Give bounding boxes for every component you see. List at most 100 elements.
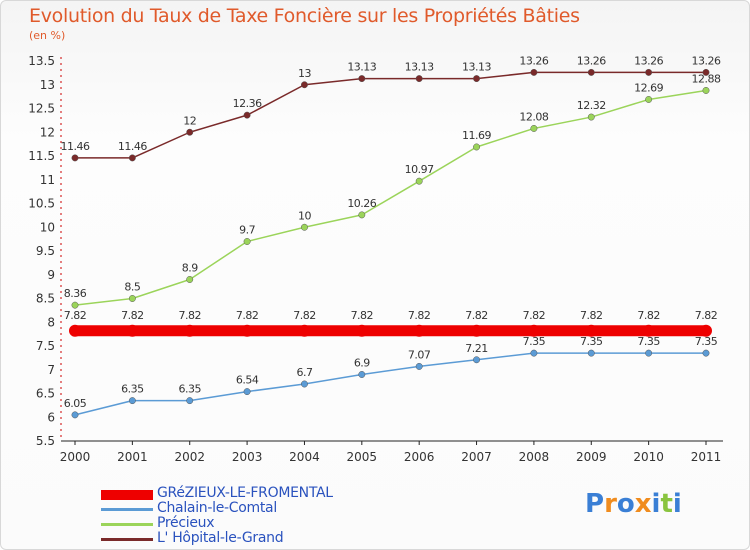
x-tick-label: 2000: [60, 450, 91, 464]
legend-label: Chalain-le-Comtal: [157, 500, 277, 516]
logo-letter: t: [660, 489, 673, 519]
data-point-1: [71, 411, 79, 419]
x-tick-label: 2007: [461, 450, 492, 464]
series-line-2: [74, 89, 707, 306]
data-point-2: [186, 276, 194, 283]
data-label-2: 8.36: [64, 287, 87, 300]
y-tick-label: 13: [40, 78, 55, 92]
data-label-1: 6.7: [296, 366, 312, 379]
data-label-3: 13.13: [347, 61, 376, 74]
data-point-0: [126, 324, 139, 337]
y-tick-label: 7: [47, 363, 55, 377]
data-label-0: 7.82: [293, 309, 316, 322]
data-label-3: 11.46: [61, 140, 90, 153]
data-label-0: 7.82: [408, 309, 431, 322]
logo-letter: x: [634, 489, 652, 519]
data-label-0: 7.82: [465, 309, 488, 322]
series-line-3: [75, 71, 706, 159]
data-point-0: [241, 324, 254, 337]
legend-label: GRéZIEUX-LE-FROMENTAL: [157, 485, 333, 501]
data-label-3: 12.36: [233, 97, 262, 110]
x-tick-label: 2010: [633, 450, 664, 464]
data-label-1: 7.07: [408, 348, 431, 361]
legend-swatch: [101, 523, 153, 526]
data-point-3: [530, 68, 538, 76]
data-label-1: 6.05: [64, 397, 87, 410]
data-label-1: 6.35: [121, 383, 144, 396]
x-tick-label: 2009: [576, 450, 607, 464]
logo-letter: o: [616, 489, 635, 519]
y-tick-label: 12: [40, 125, 55, 139]
y-tick-label: 12.5: [28, 102, 55, 116]
data-point-0: [700, 324, 712, 337]
data-point-2: [243, 238, 251, 245]
data-label-0: 7.82: [523, 309, 546, 322]
y-tick-label: 9: [47, 268, 55, 282]
data-label-1: 6.54: [236, 374, 259, 387]
x-tick-label: 2004: [289, 450, 320, 464]
y-tick-label: 8: [47, 315, 55, 329]
y-tick-label: 7.5: [36, 339, 55, 353]
y-tick-label: 8.5: [36, 292, 55, 306]
data-label-0: 7.82: [637, 309, 660, 322]
x-tick-label: 2005: [347, 450, 378, 464]
data-point-0: [183, 324, 196, 337]
x-tick-label: 2001: [117, 450, 148, 464]
data-label-3: 12: [183, 114, 196, 127]
data-point-0: [413, 324, 426, 337]
x-tick-label: 2008: [519, 450, 550, 464]
data-label-2: 8.5: [124, 281, 140, 294]
data-point-2: [645, 96, 653, 103]
data-label-2: 8.9: [182, 262, 198, 275]
legend-swatch: [101, 508, 153, 511]
data-label-0: 7.82: [580, 309, 603, 322]
data-point-0: [585, 324, 598, 337]
data-label-2: 11.69: [462, 129, 491, 142]
x-tick-label: 2011: [691, 450, 722, 464]
legend-label: Précieux: [157, 515, 215, 531]
data-point-3: [702, 68, 710, 76]
data-label-2: 10.26: [347, 197, 376, 210]
chart-title: Evolution du Taux de Taxe Foncière sur l…: [29, 5, 580, 27]
data-label-2: 12.88: [692, 72, 721, 85]
data-label-3: 13.13: [462, 61, 491, 74]
data-point-1: [473, 356, 480, 364]
legend-label: L' Hôpital-le-Grand: [157, 530, 284, 546]
data-point-0: [527, 324, 540, 337]
x-tick-label: 2006: [404, 450, 435, 464]
data-point-3: [128, 154, 136, 162]
data-label-1: 7.35: [523, 335, 546, 348]
data-label-2: 9.7: [239, 224, 255, 237]
logo-letter: P: [585, 489, 605, 519]
logo-letter: i: [672, 489, 682, 519]
y-tick-label: 11.5: [28, 149, 55, 163]
data-label-0: 7.82: [695, 309, 718, 322]
data-point-2: [415, 177, 423, 185]
data-point-3: [186, 128, 194, 136]
x-tick-label: 2003: [232, 450, 263, 464]
y-axis-unit: (en %): [29, 29, 66, 42]
data-point-3: [473, 75, 480, 83]
data-label-1: 6.35: [178, 383, 201, 396]
data-point-3: [243, 111, 251, 119]
data-label-3: 13.26: [634, 54, 663, 67]
data-point-1: [645, 349, 653, 357]
data-point-0: [470, 324, 483, 337]
data-label-3: 13: [298, 67, 311, 80]
data-label-3: 13.26: [692, 54, 721, 67]
data-label-2: 12.32: [577, 99, 606, 112]
x-tick-label: 2002: [174, 450, 205, 464]
data-label-3: 13.26: [577, 54, 606, 67]
data-point-0: [69, 324, 81, 337]
data-label-1: 7.35: [637, 335, 660, 348]
data-label-0: 7.82: [351, 309, 374, 322]
data-point-3: [645, 68, 653, 76]
data-point-1: [186, 397, 194, 405]
data-label-0: 7.82: [64, 309, 87, 322]
data-point-2: [473, 143, 480, 151]
y-tick-label: 6.5: [36, 387, 55, 401]
data-point-2: [301, 223, 308, 231]
data-point-3: [358, 75, 366, 83]
data-point-2: [702, 87, 710, 94]
